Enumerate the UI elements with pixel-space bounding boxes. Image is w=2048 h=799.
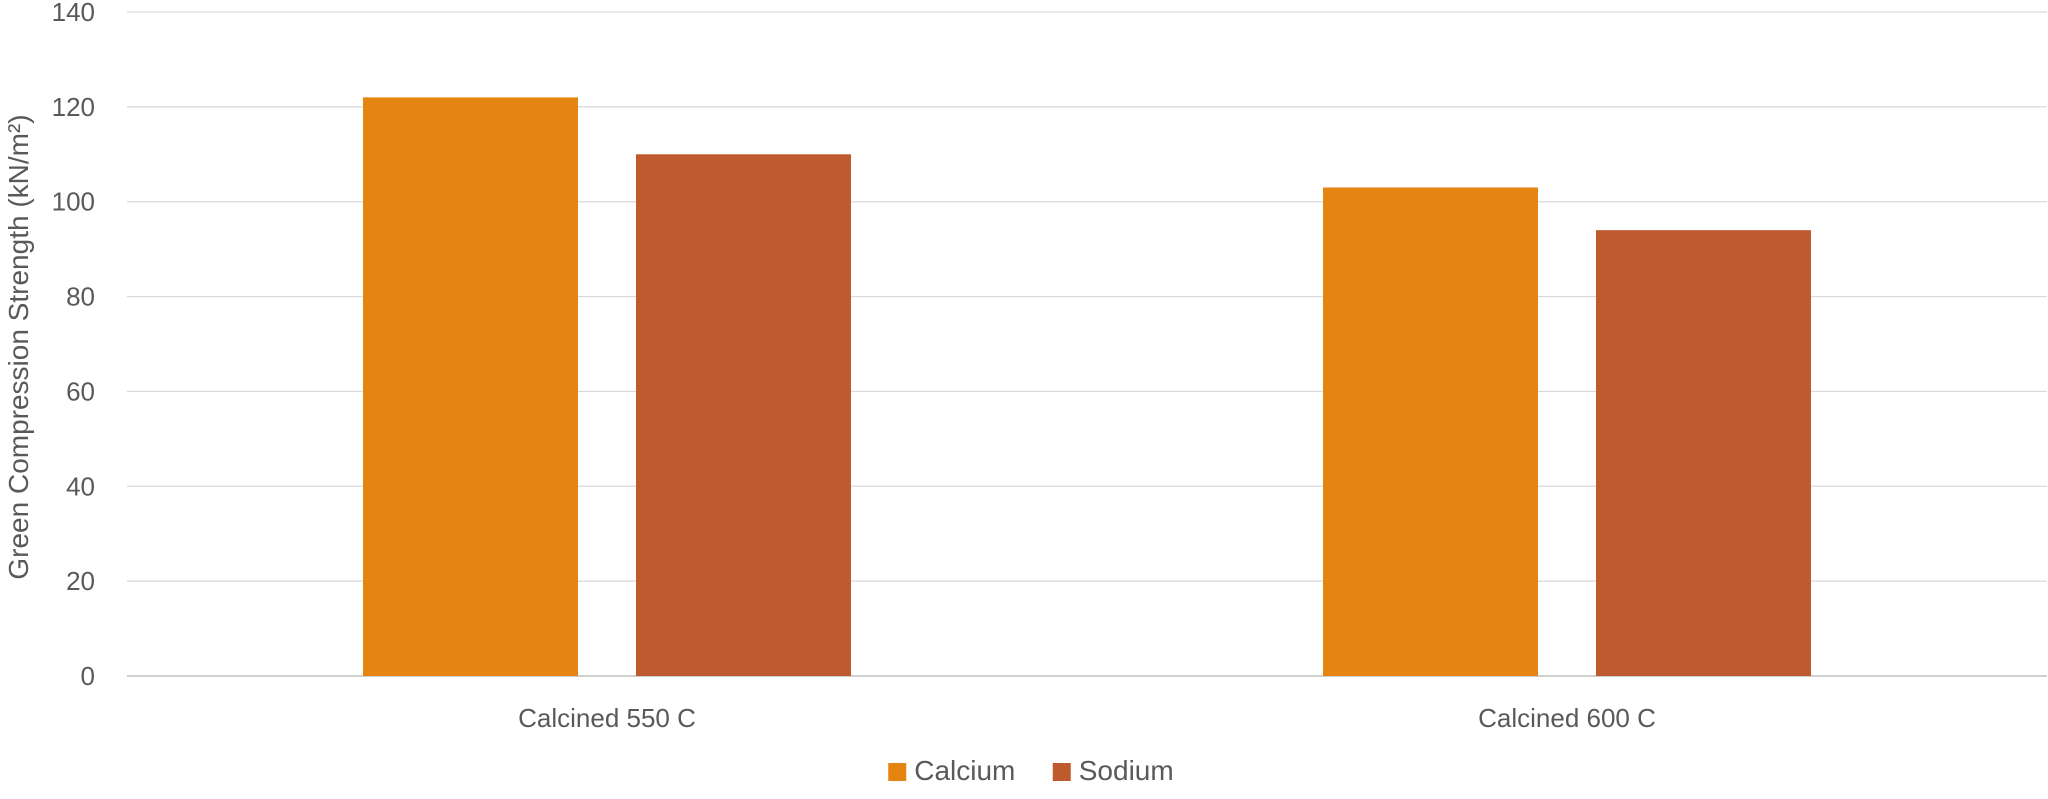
y-tick-label: 20: [66, 566, 95, 596]
x-category-label: Calcined 600 C: [1478, 703, 1656, 733]
y-tick-label: 60: [66, 376, 95, 406]
bar-calcium-2: [1323, 187, 1538, 676]
bar-sodium-2: [1596, 230, 1811, 676]
x-category-label: Calcined 550 C: [518, 703, 696, 733]
legend: Calcium Sodium: [888, 755, 1174, 786]
legend-label-sodium: Sodium: [1079, 755, 1174, 786]
legend-label-calcium: Calcium: [914, 755, 1015, 786]
y-axis-ticks: 0 20 40 60 80 100 120 140: [52, 0, 95, 691]
bar-calcium-1: [363, 97, 578, 676]
y-tick-label: 140: [52, 0, 95, 27]
y-tick-label: 80: [66, 282, 95, 312]
y-tick-label: 120: [52, 92, 95, 122]
y-tick-label: 40: [66, 471, 95, 501]
x-axis-categories: Calcined 550 C Calcined 600 C: [518, 703, 1656, 733]
legend-swatch-sodium: [1052, 763, 1071, 781]
y-tick-label: 100: [52, 187, 95, 217]
y-tick-label: 0: [81, 661, 95, 691]
bars: [363, 97, 1811, 677]
legend-swatch-calcium: [888, 763, 907, 781]
bar-sodium-1: [636, 154, 851, 677]
y-axis-title: Green Compression Strength (kN/m²): [3, 114, 34, 579]
